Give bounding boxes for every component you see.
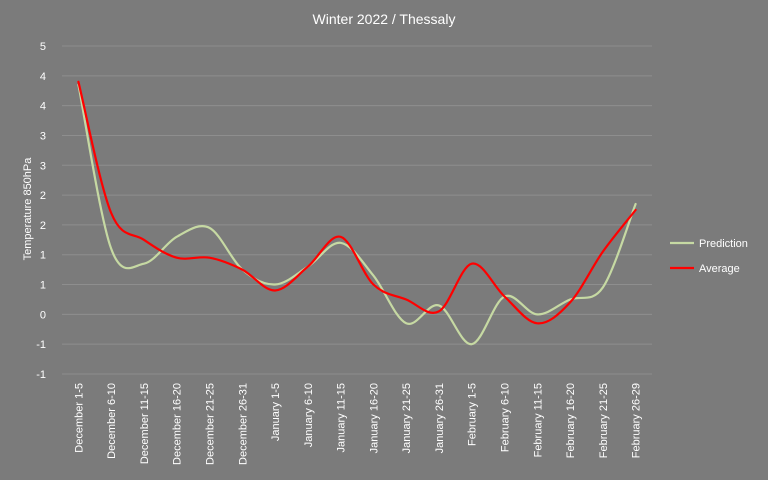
x-tick-label: January 26-31 (434, 383, 446, 453)
x-tick-label: December 16-20 (172, 383, 184, 465)
legend: Prediction Average (670, 238, 748, 275)
y-tick-label: 4 (40, 71, 46, 83)
series-line-prediction (77, 83, 637, 346)
x-tick-label: February 1-5 (467, 383, 479, 446)
x-tick-label: January 6-10 (303, 383, 315, 447)
y-tick-label: -1 (36, 369, 46, 381)
x-axis-ticks: December 1-5 December 6-10 December 11-15 D… (73, 383, 642, 465)
x-tick-label: December 1-5 (73, 383, 85, 453)
y-tick-label: 3 (40, 160, 46, 172)
x-tick-label: February 16-20 (565, 383, 577, 458)
series-line-average (77, 80, 637, 325)
x-tick-label: December 11-15 (139, 383, 151, 464)
x-tick-label: January 21-25 (401, 383, 413, 453)
y-tick-label: 4 (40, 101, 46, 113)
y-tick-label: 3 (40, 130, 46, 142)
x-tick-label: January 11-15 (336, 383, 348, 453)
y-tick-label: -1 (36, 339, 46, 351)
grid-lines (62, 45, 652, 375)
x-tick-label: December 6-10 (106, 383, 118, 459)
y-tick-label: 1 (40, 250, 46, 262)
x-tick-label: December 26-31 (237, 383, 249, 465)
x-tick-label: January 16-20 (368, 383, 380, 453)
chart-title: Winter 2022 / Thessaly (313, 11, 456, 27)
x-tick-label: February 11-15 (532, 383, 544, 457)
y-tick-label: 5 (40, 41, 46, 53)
legend-label-prediction: Prediction (699, 238, 748, 250)
x-tick-label: February 26-29 (631, 383, 643, 458)
y-axis-title: Temperature 850hPa (22, 157, 34, 261)
x-tick-label: January 1-5 (270, 383, 282, 441)
x-tick-label: December 21-25 (205, 383, 217, 465)
legend-label-average: Average (699, 263, 740, 275)
x-tick-label: February 6-10 (500, 383, 512, 452)
x-tick-label: February 21-25 (598, 383, 610, 458)
y-tick-label: 2 (40, 190, 46, 202)
y-tick-label: 1 (40, 280, 46, 292)
y-tick-label: 0 (40, 309, 46, 321)
y-tick-label: 2 (40, 220, 46, 232)
series-lines (77, 80, 637, 346)
y-axis-ticks: -1 -1 0 1 1 2 2 3 3 4 4 5 (36, 41, 46, 381)
